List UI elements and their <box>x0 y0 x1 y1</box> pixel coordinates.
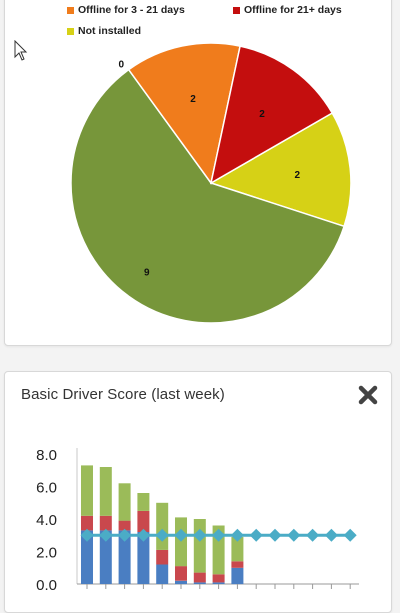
line-point[interactable] <box>212 528 226 542</box>
legend-label: Offline for 3 - 21 days <box>78 4 185 16</box>
line-point[interactable] <box>80 528 94 542</box>
bar-segment[interactable] <box>231 567 244 585</box>
legend-label: Not installed <box>78 25 142 37</box>
y-tick-label: 0.0 <box>36 577 57 594</box>
line-point[interactable] <box>287 528 301 542</box>
bar-segment[interactable] <box>137 493 150 511</box>
bar-segment[interactable] <box>212 574 225 583</box>
line-point[interactable] <box>155 528 169 542</box>
bar-segment[interactable] <box>193 519 206 573</box>
legend-swatch <box>233 6 240 14</box>
bar-segment[interactable] <box>99 515 112 531</box>
y-tick-label: 6.0 <box>36 480 57 497</box>
bar-segment[interactable] <box>156 502 169 550</box>
bar-segment[interactable] <box>175 580 187 585</box>
pie-slice[interactable] <box>209 45 334 185</box>
legend-item-offline-3-21: Offline for 3 - 21 days <box>67 4 185 16</box>
pie-slice[interactable] <box>70 68 346 324</box>
pie-data-label: 2 <box>259 109 265 120</box>
driver-score-card: Basic Driver Score (last week) 0.0 2.0 4.0… <box>4 371 392 613</box>
bar-segment[interactable] <box>193 572 206 583</box>
bar-segment[interactable] <box>81 465 93 516</box>
bar-segment[interactable] <box>137 532 150 584</box>
line-point[interactable] <box>136 528 150 542</box>
mouse-cursor-icon <box>14 40 28 61</box>
bar-segment[interactable] <box>212 582 225 584</box>
legend-item-not-installed: Not installed <box>67 25 141 37</box>
bar-segment[interactable] <box>231 561 244 568</box>
line-point[interactable] <box>249 528 263 542</box>
legend-item-offline-21-plus: Offline for 21+ days <box>233 4 342 16</box>
bar-segment[interactable] <box>156 564 169 585</box>
offline-status-card: Offline for 3 - 21 days Offline for 21+ … <box>4 0 392 346</box>
bar-segment[interactable] <box>81 530 93 584</box>
legend-label: Offline for 21+ days <box>244 4 342 16</box>
pie-slice[interactable] <box>127 42 241 185</box>
bar-segment[interactable] <box>193 582 206 584</box>
pie-data-label: 0 <box>118 59 124 70</box>
legend-swatch <box>67 27 74 35</box>
bar-segment[interactable] <box>118 530 131 584</box>
y-tick-label: 4.0 <box>36 512 57 529</box>
y-tick-label: 8.0 <box>36 447 57 464</box>
line-point[interactable] <box>268 528 282 542</box>
legend-swatch <box>67 6 74 14</box>
bar-segment[interactable] <box>175 517 187 567</box>
pie-slice[interactable] <box>209 111 352 228</box>
pie-data-label: 9 <box>144 267 150 278</box>
line-point[interactable] <box>343 528 357 542</box>
bar-chart: 0.0 2.0 4.0 6.0 8.0 <box>36 447 359 594</box>
line-point[interactable] <box>306 528 320 542</box>
bar-segment[interactable] <box>231 536 244 562</box>
bar-segment[interactable] <box>156 549 169 565</box>
bar-segment[interactable] <box>175 566 187 581</box>
line-point[interactable] <box>193 528 207 542</box>
bar-segment[interactable] <box>99 530 112 584</box>
bar-segment[interactable] <box>81 515 93 531</box>
y-tick-label: 2.0 <box>36 545 57 562</box>
pie-data-label: 2 <box>295 170 301 181</box>
line-point[interactable] <box>230 528 244 542</box>
line-point[interactable] <box>324 528 338 542</box>
line-point[interactable] <box>174 528 188 542</box>
bar-segment[interactable] <box>99 467 112 516</box>
close-icon[interactable] <box>357 384 379 406</box>
line-point[interactable] <box>118 528 132 542</box>
bar-segment[interactable] <box>118 520 131 531</box>
bar-segment[interactable] <box>137 510 150 532</box>
pie-chart: 2 9 0 2 2 <box>70 42 352 324</box>
card-title: Basic Driver Score (last week) <box>21 386 225 403</box>
pie-data-label: 2 <box>190 94 196 105</box>
bar-segment[interactable] <box>118 483 131 521</box>
line-point[interactable] <box>99 528 113 542</box>
